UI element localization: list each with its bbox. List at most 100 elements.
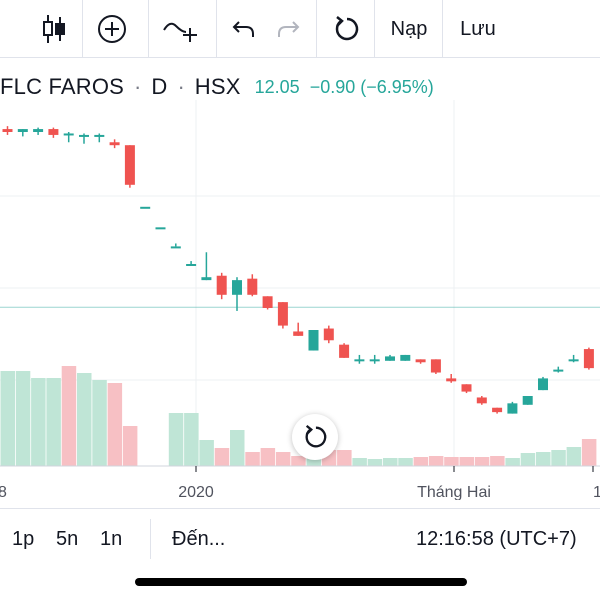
symbol-interval[interactable]: D	[151, 74, 168, 99]
redo-button[interactable]	[266, 0, 310, 58]
volume-bar	[61, 366, 77, 466]
volume-bar	[581, 439, 597, 466]
bottom-divider	[150, 519, 151, 559]
volume-bar	[46, 378, 61, 466]
volume-bar	[122, 426, 138, 466]
volume-bar	[444, 457, 459, 466]
volume-bar	[291, 456, 306, 466]
time-axis-label: 14	[593, 484, 600, 500]
candle-body	[446, 378, 457, 382]
redo-icon	[278, 21, 300, 37]
toolbar-divider	[216, 0, 217, 58]
volume-bar	[184, 413, 199, 466]
volume-bar	[230, 430, 245, 466]
volume-bar	[337, 450, 352, 466]
candle-body	[507, 403, 518, 414]
volume-bar	[413, 457, 429, 466]
time-axis-label: 2020	[178, 484, 214, 500]
save-label: Lưu	[460, 17, 496, 40]
timeframe-1n-button[interactable]: 1n	[100, 528, 123, 550]
volume-bar	[367, 459, 383, 466]
candle-body	[415, 359, 426, 363]
candle-body	[232, 280, 242, 295]
volume-bar	[15, 371, 31, 466]
clock-timezone[interactable]: 12:16:58 (UTC+7)	[416, 528, 577, 550]
candle-body	[553, 369, 564, 372]
candle-body	[79, 134, 89, 137]
toolbar-divider	[148, 0, 149, 58]
load-layout-button[interactable]: Nạp	[378, 0, 440, 58]
volume-bar	[260, 448, 276, 466]
symbol-exchange: HSX	[194, 74, 241, 99]
volume-bar	[168, 413, 184, 466]
toolbar-divider	[82, 0, 83, 58]
compare-button[interactable]	[86, 0, 138, 58]
time-axis-label: Tháng Hai	[417, 484, 491, 500]
candle-body	[583, 349, 594, 369]
candle-body	[385, 356, 395, 361]
volume-bar	[490, 456, 505, 466]
undo-button[interactable]	[222, 0, 266, 58]
volume-bar	[0, 371, 15, 466]
candle-body	[48, 129, 59, 135]
undo-icon	[232, 21, 254, 37]
candle-body	[63, 133, 74, 136]
save-layout-button[interactable]: Lưu	[446, 0, 510, 58]
volume-bar	[536, 452, 551, 466]
volume-bar	[383, 458, 398, 466]
candle-body	[400, 354, 411, 361]
bottom-toolbar: 1p 5n 1n Đến... 12:16:58 (UTC+7)	[0, 508, 600, 568]
candle-body	[170, 246, 181, 249]
candle-body	[33, 129, 44, 132]
volume-bar	[92, 380, 107, 466]
symbol-price: 12.05	[254, 76, 300, 97]
candle-body	[308, 330, 319, 351]
candle-body	[354, 359, 365, 362]
candle-body	[247, 278, 258, 295]
volume-bar	[398, 458, 413, 466]
candle-body	[476, 397, 487, 404]
volume-bar	[275, 452, 291, 466]
candle-body	[339, 344, 350, 358]
top-toolbar: Nạp Lưu	[0, 0, 600, 58]
candle-body	[17, 129, 28, 132]
chart-pane[interactable]: 8 2020 Tháng Hai 14	[0, 100, 600, 500]
symbol-name[interactable]: FLC FAROS	[0, 74, 125, 99]
toolbar-divider	[374, 0, 375, 58]
candle-body	[522, 396, 533, 405]
symbol-change: −0.90 (−6.95%)	[309, 76, 434, 97]
volume-bar	[31, 378, 46, 466]
candle-body	[369, 359, 380, 362]
volume-bar	[459, 457, 474, 466]
volume-bar	[566, 447, 582, 466]
chart-type-button[interactable]	[28, 0, 80, 58]
reset-chart-button[interactable]	[292, 414, 338, 460]
load-label: Nạp	[390, 17, 428, 40]
volume-bar	[428, 456, 444, 466]
candle-body	[94, 134, 105, 137]
timeframe-1p-button[interactable]: 1p	[12, 528, 35, 550]
volume-bar	[199, 440, 214, 466]
goto-date-button[interactable]: Đến...	[172, 528, 226, 550]
time-axis-label: 8	[0, 484, 7, 500]
volume-bar	[551, 450, 566, 466]
candle-body	[140, 206, 151, 209]
volume-bar	[214, 448, 230, 466]
volume-bar	[520, 453, 536, 466]
price-chart[interactable]: 8 2020 Tháng Hai 14	[0, 100, 600, 500]
indicators-button[interactable]	[152, 0, 210, 58]
candle-body	[109, 142, 120, 146]
candle-body	[323, 328, 334, 341]
toolbar-divider	[442, 0, 443, 58]
reload-button[interactable]	[320, 0, 372, 58]
home-indicator[interactable]	[135, 578, 467, 586]
separator-dot: ·	[177, 74, 185, 99]
timeframe-5n-button[interactable]: 5n	[56, 528, 79, 550]
symbol-header[interactable]: FLC FAROS · D · HSX 12.05 −0.90 (−6.95%)	[0, 72, 434, 102]
add-indicator-icon	[163, 22, 197, 42]
reload-icon	[335, 16, 359, 41]
volume-bar	[77, 373, 92, 466]
plus-circle-icon	[98, 15, 126, 43]
candle-body	[461, 384, 472, 392]
candle-body	[277, 302, 288, 326]
